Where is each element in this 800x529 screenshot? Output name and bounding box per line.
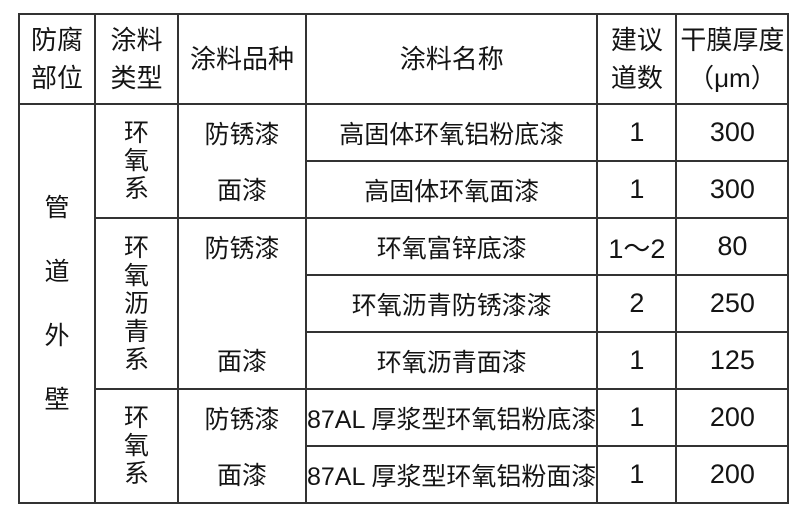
cell-coating-name: 87AL 厚浆型环氧铝粉面漆 <box>304 445 599 504</box>
cell-variety-group1: 防锈漆 面漆 <box>177 103 307 219</box>
header-coating-name: 涂料名称 <box>304 13 599 105</box>
label-topcoat: 面漆 <box>216 177 267 205</box>
table-row: 环氧沥青面漆 1 125 <box>19 331 790 390</box>
label-topcoat: 面漆 <box>216 462 267 490</box>
table-row: 环 氧 沥 青 系 防锈漆 面漆 环氧富锌底漆 1～2 80 <box>19 217 790 390</box>
cell-thickness: 80 <box>675 217 790 276</box>
variety-labels: 防锈漆 面漆 <box>180 220 304 387</box>
cell-coats: 1 <box>596 103 678 162</box>
cell-type-epoxy-group1: 环 氧 系 <box>94 103 179 219</box>
cell-coats: 1 <box>596 388 678 447</box>
cell-coats: 1 <box>596 445 678 504</box>
cell-thickness: 300 <box>675 160 790 219</box>
cell-coating-name: 87AL 厚浆型环氧铝粉底漆 <box>304 388 599 447</box>
cell-type-epoxy-group3: 环 氧 系 <box>94 388 179 504</box>
table-row: 87AL 厚浆型环氧铝粉面漆 1 200 <box>19 445 790 504</box>
cell-variety-group3: 防锈漆 面漆 <box>177 388 307 504</box>
header-row: 防腐 部位 涂料 类型 涂料品种 涂料名称 建议 道数 干膜厚度 （μm） <box>18 13 790 105</box>
cell-coating-name: 高固体环氧铝粉底漆 <box>304 103 599 162</box>
label-primer: 防锈漆 <box>204 235 280 264</box>
header-dry-film-thickness: 干膜厚度 （μm） <box>675 13 790 105</box>
cell-variety-group2: 防锈漆 面漆 <box>177 217 307 390</box>
table-row: 环 氧 系 防锈漆 面漆 87AL 厚浆型环氧铝粉底漆 1 200 <box>19 388 790 504</box>
table-row: 管 道 外 壁 环 氧 系 防锈漆 面漆 高固体环氧铝粉底漆 1 300 <box>18 103 790 504</box>
label-primer: 防锈漆 <box>204 406 280 434</box>
cell-coats: 1～2 <box>596 217 678 276</box>
variety-labels: 防锈漆 面漆 <box>180 106 304 216</box>
cell-thickness: 200 <box>675 445 790 504</box>
table-row: 环氧沥青防锈漆漆 2 250 <box>19 274 790 333</box>
label-primer: 防锈漆 <box>204 121 280 149</box>
cell-coats: 1 <box>596 160 678 219</box>
cell-thickness: 125 <box>675 331 790 390</box>
header-coating-type: 涂料 类型 <box>94 13 179 105</box>
cell-thickness: 250 <box>675 274 790 333</box>
table-row: 高固体环氧面漆 1 300 <box>19 160 790 219</box>
cell-coating-name: 环氧富锌底漆 <box>304 217 599 276</box>
variety-labels: 防锈漆 面漆 <box>180 391 304 501</box>
cell-coats: 2 <box>596 274 678 333</box>
coating-spec-table: 防腐 部位 涂料 类型 涂料品种 涂料名称 建议 道数 干膜厚度 （μm） 管 … <box>18 13 790 504</box>
header-coating-variety: 涂料品种 <box>177 13 307 105</box>
cell-coating-name: 环氧沥青面漆 <box>304 331 599 390</box>
header-anticorrosion-part: 防腐 部位 <box>18 13 96 105</box>
label-topcoat: 面漆 <box>216 347 267 376</box>
cell-coats: 1 <box>596 331 678 390</box>
cell-pipe-outer-wall: 管 道 外 壁 <box>18 103 96 504</box>
header-recommended-coats: 建议 道数 <box>596 13 678 105</box>
cell-thickness: 200 <box>675 388 790 447</box>
cell-thickness: 300 <box>675 103 790 162</box>
cell-coating-name: 环氧沥青防锈漆漆 <box>304 274 599 333</box>
cell-coating-name: 高固体环氧面漆 <box>304 160 599 219</box>
cell-type-epoxy-asphalt: 环 氧 沥 青 系 <box>94 217 179 390</box>
